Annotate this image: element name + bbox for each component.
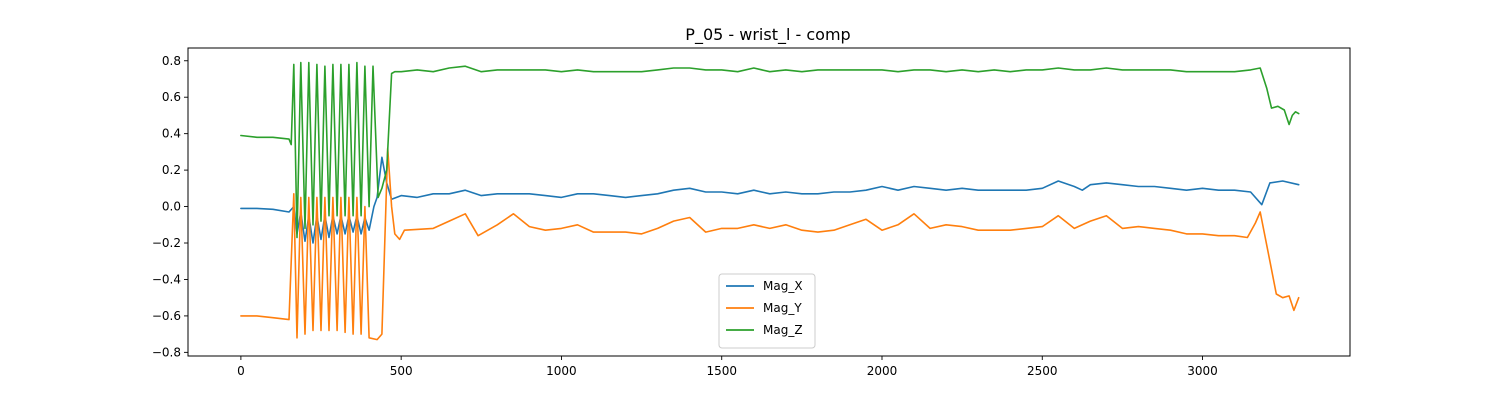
axes-frame [187, 47, 1351, 357]
series-line-mag-x [240, 156, 1300, 244]
y-tick-label: 0.4 [162, 127, 181, 141]
x-tick-label: 0 [237, 364, 245, 378]
chart-title: P_05 - wrist_l - comp [685, 25, 850, 45]
y-tick-label: −0.6 [152, 309, 181, 323]
x-axis: 0 500 1000 1500 2000 2500 3000 [237, 356, 1218, 378]
series-line-mag-y [240, 147, 1300, 341]
series-line-mag-z [240, 61, 1300, 239]
x-tick-label: 3000 [1187, 364, 1218, 378]
y-axis: −0.8 −0.6 −0.4 −0.2 0.0 0.2 0.4 0.6 0.8 [152, 54, 188, 359]
y-tick-label: 0.6 [162, 90, 181, 104]
legend-label: Mag_Y [763, 301, 802, 315]
x-tick-label: 2000 [867, 364, 898, 378]
legend-label: Mag_X [763, 279, 803, 293]
legend: Mag_X Mag_Y Mag_Z [718, 273, 816, 349]
plot-area [240, 61, 1300, 341]
y-tick-label: −0.8 [152, 345, 181, 359]
y-tick-label: 0.8 [162, 54, 181, 68]
legend-label: Mag_Z [763, 323, 803, 337]
x-tick-label: 1500 [706, 364, 737, 378]
y-tick-label: 0.2 [162, 163, 181, 177]
x-tick-label: 1000 [546, 364, 577, 378]
y-tick-label: 0.0 [162, 200, 181, 214]
y-tick-label: −0.4 [152, 272, 181, 286]
y-tick-label: −0.2 [152, 236, 181, 250]
x-tick-label: 500 [390, 364, 413, 378]
x-tick-label: 2500 [1027, 364, 1058, 378]
